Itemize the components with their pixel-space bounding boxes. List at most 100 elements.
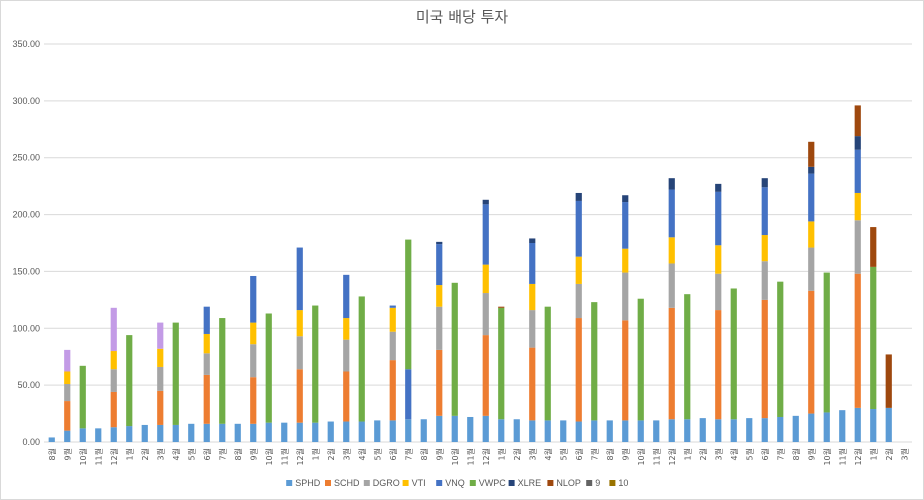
y-tick-label: 100.00 — [12, 323, 40, 333]
x-tick-label: 8월 — [233, 448, 243, 460]
legend-swatch — [286, 480, 293, 486]
bar-segment — [436, 244, 443, 286]
bar-segment — [110, 369, 117, 392]
bar-segment — [854, 149, 861, 193]
bar-segment — [560, 420, 567, 442]
bar-segment — [64, 371, 71, 385]
bar-segment — [296, 247, 303, 311]
bar-segment — [808, 221, 815, 248]
bar-segment — [482, 264, 489, 294]
bar-segment — [761, 235, 768, 262]
bar-segment — [389, 305, 396, 308]
bar-segment — [312, 422, 319, 442]
bar-segment — [730, 419, 737, 442]
bar-segment — [575, 283, 582, 319]
bar-segment — [637, 298, 644, 421]
legend-swatch — [609, 480, 616, 486]
x-tick-label: 12월 — [295, 448, 305, 466]
x-tick-label: 4월 — [543, 448, 553, 460]
bar-segment — [126, 335, 133, 427]
bar-segment — [436, 415, 443, 442]
bar-segment — [451, 415, 458, 442]
legend-label: VTI — [412, 478, 426, 488]
x-tick-label: 9월 — [248, 448, 258, 460]
legend-swatch — [469, 480, 476, 486]
x-tick-label: 11월 — [93, 448, 103, 466]
x-tick-label: 10월 — [450, 448, 460, 466]
bar-segment — [575, 318, 582, 422]
x-tick-label: 6월 — [202, 448, 212, 460]
bar-segment — [808, 173, 815, 222]
x-tick-label: 6월 — [574, 448, 584, 460]
bar-segment — [761, 299, 768, 419]
bar-segment — [854, 273, 861, 408]
bar-segment — [854, 192, 861, 221]
bar-segment — [110, 391, 117, 428]
bar-segment — [529, 347, 536, 421]
bar-segment — [870, 227, 877, 267]
legend-swatch — [436, 480, 443, 486]
bar-segment — [203, 374, 210, 424]
x-tick-label: 6월 — [760, 448, 770, 460]
x-tick-label: 3월 — [899, 448, 909, 460]
bar-segment — [64, 430, 71, 442]
bar-segment — [808, 141, 815, 167]
bar-segment — [110, 351, 117, 370]
bar-segment — [157, 424, 164, 442]
x-tick-label: 1월 — [682, 448, 692, 460]
bar-segment — [172, 424, 179, 442]
x-tick-label: 1월 — [124, 448, 134, 460]
bar-segment — [761, 187, 768, 236]
bar-segment — [854, 136, 861, 150]
bar-segment — [405, 239, 412, 370]
legend-swatch — [325, 480, 331, 486]
bar-segment — [110, 307, 117, 352]
bar-segment — [250, 423, 257, 442]
bar-segment — [668, 189, 675, 238]
bar-segment — [715, 310, 722, 420]
bar-segment — [389, 360, 396, 421]
bar-segment — [467, 416, 474, 442]
bar-segment — [436, 285, 443, 307]
bar-segment — [498, 419, 505, 442]
x-tick-label: 8월 — [419, 448, 429, 460]
legend-label: 10 — [618, 478, 628, 488]
bar-segment — [575, 200, 582, 257]
x-tick-label: 9월 — [62, 448, 72, 460]
legend-swatch — [586, 480, 593, 486]
bar-segment — [296, 422, 303, 442]
bar-segment — [405, 419, 412, 442]
bar-segment — [250, 322, 257, 345]
x-tick-label: 3월 — [527, 448, 537, 460]
bar-segment — [64, 401, 71, 431]
bar-segment — [684, 419, 691, 442]
x-tick-label: 3월 — [713, 448, 723, 460]
legend-label: 9 — [595, 478, 600, 488]
x-tick-label: 3월 — [341, 448, 351, 460]
bar-segment — [529, 420, 536, 442]
x-tick-label: 10월 — [78, 448, 88, 466]
bar-segment — [575, 256, 582, 284]
legend-label: VNQ — [445, 478, 465, 488]
bar-segment — [777, 281, 784, 417]
bar-segment — [715, 245, 722, 274]
bar-segment — [157, 322, 164, 349]
bar-segment — [203, 306, 210, 334]
bar-segment — [203, 423, 210, 442]
x-tick-label: 12월 — [109, 448, 119, 466]
bar-segment — [808, 247, 815, 291]
x-tick-label: 11월 — [837, 448, 847, 466]
legend-label: DGRO — [373, 478, 400, 488]
x-tick-label: 9월 — [806, 448, 816, 460]
bar-segment — [885, 407, 892, 442]
bar-segment — [730, 288, 737, 420]
legend-label: XLRE — [518, 478, 542, 488]
bar-segment — [79, 428, 86, 442]
bar-segment — [436, 306, 443, 350]
bar-segment — [575, 421, 582, 442]
x-tick-label: 12월 — [667, 448, 677, 466]
bar-segment — [823, 412, 830, 442]
bar-segment — [498, 306, 505, 308]
